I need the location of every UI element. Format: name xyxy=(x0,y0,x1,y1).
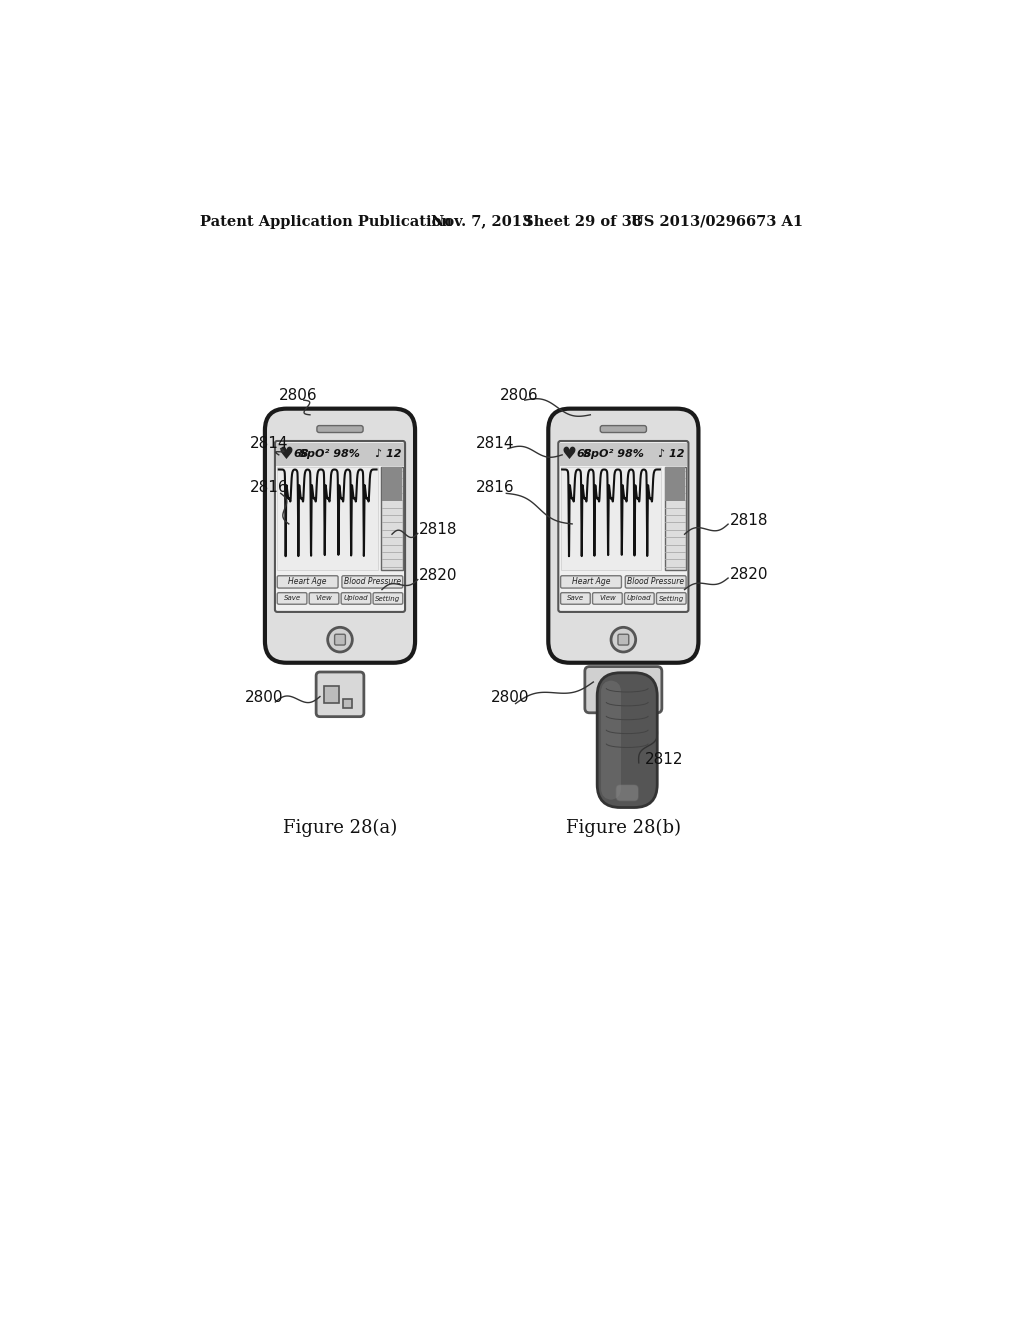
FancyBboxPatch shape xyxy=(585,667,662,713)
Text: 2812: 2812 xyxy=(645,751,683,767)
FancyBboxPatch shape xyxy=(278,593,307,605)
Text: Blood Pressure: Blood Pressure xyxy=(627,577,684,586)
Text: US 2013/0296673 A1: US 2013/0296673 A1 xyxy=(631,215,803,228)
Bar xyxy=(665,467,686,570)
Text: 2820: 2820 xyxy=(730,566,768,582)
Text: 2800: 2800 xyxy=(490,690,529,705)
FancyBboxPatch shape xyxy=(626,576,686,589)
Text: ♪ 12: ♪ 12 xyxy=(375,449,401,459)
Text: SpO² 98%: SpO² 98% xyxy=(299,449,360,459)
Bar xyxy=(560,467,662,570)
Text: View: View xyxy=(315,595,333,602)
Text: 2818: 2818 xyxy=(730,512,768,528)
Bar xyxy=(278,467,378,570)
Text: Save: Save xyxy=(567,595,584,602)
Text: Figure 28(a): Figure 28(a) xyxy=(283,820,397,837)
FancyBboxPatch shape xyxy=(343,700,352,708)
FancyBboxPatch shape xyxy=(617,635,629,645)
FancyBboxPatch shape xyxy=(341,593,371,605)
Text: 68: 68 xyxy=(294,449,309,459)
Bar xyxy=(382,467,402,502)
Text: 2814: 2814 xyxy=(475,436,514,451)
FancyBboxPatch shape xyxy=(600,425,646,433)
FancyBboxPatch shape xyxy=(278,576,338,589)
Text: View: View xyxy=(599,595,615,602)
Text: Setting: Setting xyxy=(658,595,684,602)
FancyBboxPatch shape xyxy=(373,593,402,605)
Text: Heart Age: Heart Age xyxy=(571,577,610,586)
Text: 2816: 2816 xyxy=(250,480,289,495)
FancyBboxPatch shape xyxy=(615,784,639,801)
Text: Upload: Upload xyxy=(344,595,369,602)
Text: Save: Save xyxy=(284,595,301,602)
FancyBboxPatch shape xyxy=(601,681,621,800)
FancyBboxPatch shape xyxy=(342,576,402,589)
FancyBboxPatch shape xyxy=(309,593,339,605)
Circle shape xyxy=(611,627,636,652)
FancyBboxPatch shape xyxy=(597,673,657,808)
Bar xyxy=(666,467,685,502)
Text: Figure 28(b): Figure 28(b) xyxy=(566,820,681,837)
FancyBboxPatch shape xyxy=(560,593,590,605)
Text: Heart Age: Heart Age xyxy=(289,577,327,586)
FancyBboxPatch shape xyxy=(560,576,622,589)
Circle shape xyxy=(328,627,352,652)
Text: ♪ 12: ♪ 12 xyxy=(658,449,685,459)
Bar xyxy=(560,442,687,466)
FancyBboxPatch shape xyxy=(265,409,415,663)
Text: 2800: 2800 xyxy=(245,690,283,705)
Text: 68: 68 xyxy=(577,449,592,459)
Text: Setting: Setting xyxy=(376,595,400,602)
FancyBboxPatch shape xyxy=(335,635,345,645)
Text: 2816: 2816 xyxy=(475,480,514,495)
Text: Blood Pressure: Blood Pressure xyxy=(344,577,401,586)
FancyBboxPatch shape xyxy=(625,593,654,605)
Text: Patent Application Publication: Patent Application Publication xyxy=(200,215,452,228)
Text: SpO² 98%: SpO² 98% xyxy=(583,449,643,459)
FancyBboxPatch shape xyxy=(593,593,623,605)
Text: 2806: 2806 xyxy=(500,388,539,403)
FancyBboxPatch shape xyxy=(316,672,364,717)
Text: ♥: ♥ xyxy=(279,445,293,463)
Bar xyxy=(381,467,402,570)
FancyBboxPatch shape xyxy=(324,686,339,702)
Text: 2820: 2820 xyxy=(419,568,458,583)
FancyBboxPatch shape xyxy=(274,441,406,612)
Bar xyxy=(276,442,403,466)
Text: Nov. 7, 2013: Nov. 7, 2013 xyxy=(431,215,532,228)
FancyBboxPatch shape xyxy=(656,593,686,605)
Text: 2814: 2814 xyxy=(250,436,289,451)
Text: 2818: 2818 xyxy=(419,521,458,537)
Text: Upload: Upload xyxy=(627,595,651,602)
Text: ♥: ♥ xyxy=(561,445,577,463)
FancyBboxPatch shape xyxy=(558,441,688,612)
FancyBboxPatch shape xyxy=(316,425,364,433)
Text: 2806: 2806 xyxy=(280,388,317,403)
FancyBboxPatch shape xyxy=(548,409,698,663)
Text: Sheet 29 of 38: Sheet 29 of 38 xyxy=(523,215,642,228)
